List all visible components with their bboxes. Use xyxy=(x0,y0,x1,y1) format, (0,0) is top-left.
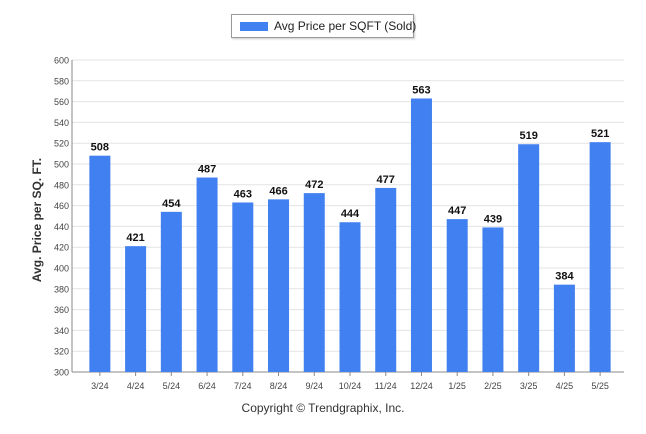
y-tick-label: 460 xyxy=(54,201,69,211)
bar xyxy=(125,246,147,372)
bar xyxy=(303,193,325,372)
x-tick-label: 7/24 xyxy=(234,381,252,391)
bar xyxy=(518,144,540,372)
data-label: 439 xyxy=(484,213,502,225)
y-tick-label: 500 xyxy=(54,160,69,170)
x-tick-label: 5/24 xyxy=(163,381,181,391)
x-tick-label: 2/25 xyxy=(484,381,502,391)
y-tick-label: 360 xyxy=(54,305,69,315)
data-label: 508 xyxy=(91,142,109,154)
data-label: 563 xyxy=(412,84,430,96)
y-axis-ticks: 300 320 340 360 380 400 420 440 460 480 500 520 540 5… xyxy=(54,56,69,378)
bar xyxy=(375,187,397,372)
bar xyxy=(268,199,290,372)
bars xyxy=(89,98,611,372)
bar xyxy=(160,211,182,372)
x-tick-label: 10/24 xyxy=(339,381,362,391)
bar xyxy=(89,155,111,372)
data-label: 477 xyxy=(377,174,395,186)
bar xyxy=(482,227,504,372)
x-tick-label: 4/24 xyxy=(127,381,145,391)
y-tick-label: 520 xyxy=(54,139,69,149)
x-tick-label: 3/25 xyxy=(520,381,538,391)
data-label: 466 xyxy=(269,185,287,197)
x-tick-label: 4/25 xyxy=(556,381,574,391)
x-tick-label: 12/24 xyxy=(410,381,433,391)
data-label: 444 xyxy=(341,208,360,220)
x-tick-label: 11/24 xyxy=(375,381,397,391)
bar xyxy=(339,222,361,372)
data-label: 447 xyxy=(448,205,466,217)
data-labels: 508 421 454 487 463 466 472 444 477 563 447 439 519 3… xyxy=(91,84,610,282)
y-tick-label: 540 xyxy=(54,118,69,128)
y-tick-label: 420 xyxy=(54,243,69,253)
x-axis-ticks: 3/24 4/24 5/24 6/24 7/24 8/24 9/24 10/24 11/24 12… xyxy=(91,372,609,391)
bar xyxy=(446,219,468,372)
y-tick-label: 580 xyxy=(54,76,69,86)
y-tick-label: 340 xyxy=(54,326,69,336)
legend: Avg Price per SQFT (Sold) xyxy=(231,14,417,38)
legend-label: Avg Price per SQFT (Sold) xyxy=(274,19,417,33)
data-label: 463 xyxy=(234,188,252,200)
y-tick-label: 380 xyxy=(54,284,69,294)
x-tick-label: 1/25 xyxy=(448,381,466,391)
copyright-footer: Copyright © Trendgraphix, Inc. xyxy=(241,401,405,415)
bar xyxy=(589,142,611,372)
y-tick-label: 440 xyxy=(54,222,69,232)
x-tick-label: 9/24 xyxy=(306,381,324,391)
x-tick-label: 3/24 xyxy=(91,381,109,391)
bar xyxy=(410,98,432,372)
bar xyxy=(232,202,254,372)
x-tick-label: 6/24 xyxy=(198,381,216,391)
data-label: 454 xyxy=(162,198,181,210)
data-label: 384 xyxy=(555,271,574,283)
x-tick-label: 5/25 xyxy=(591,381,609,391)
y-axis-title: Avg. Price per SQ. FT. xyxy=(30,158,44,282)
data-label: 519 xyxy=(519,130,537,142)
y-tick-label: 400 xyxy=(54,264,69,274)
x-tick-label: 8/24 xyxy=(270,381,288,391)
y-tick-label: 300 xyxy=(54,368,69,378)
y-tick-label: 600 xyxy=(54,56,69,66)
y-tick-label: 320 xyxy=(54,347,69,357)
data-label: 487 xyxy=(198,164,216,176)
bar xyxy=(196,177,218,372)
y-tick-label: 560 xyxy=(54,97,69,107)
data-label: 521 xyxy=(591,128,609,140)
legend-swatch xyxy=(240,22,268,31)
bar xyxy=(553,284,575,372)
data-label: 472 xyxy=(305,179,323,191)
data-label: 421 xyxy=(126,232,144,244)
y-tick-label: 480 xyxy=(54,180,69,190)
